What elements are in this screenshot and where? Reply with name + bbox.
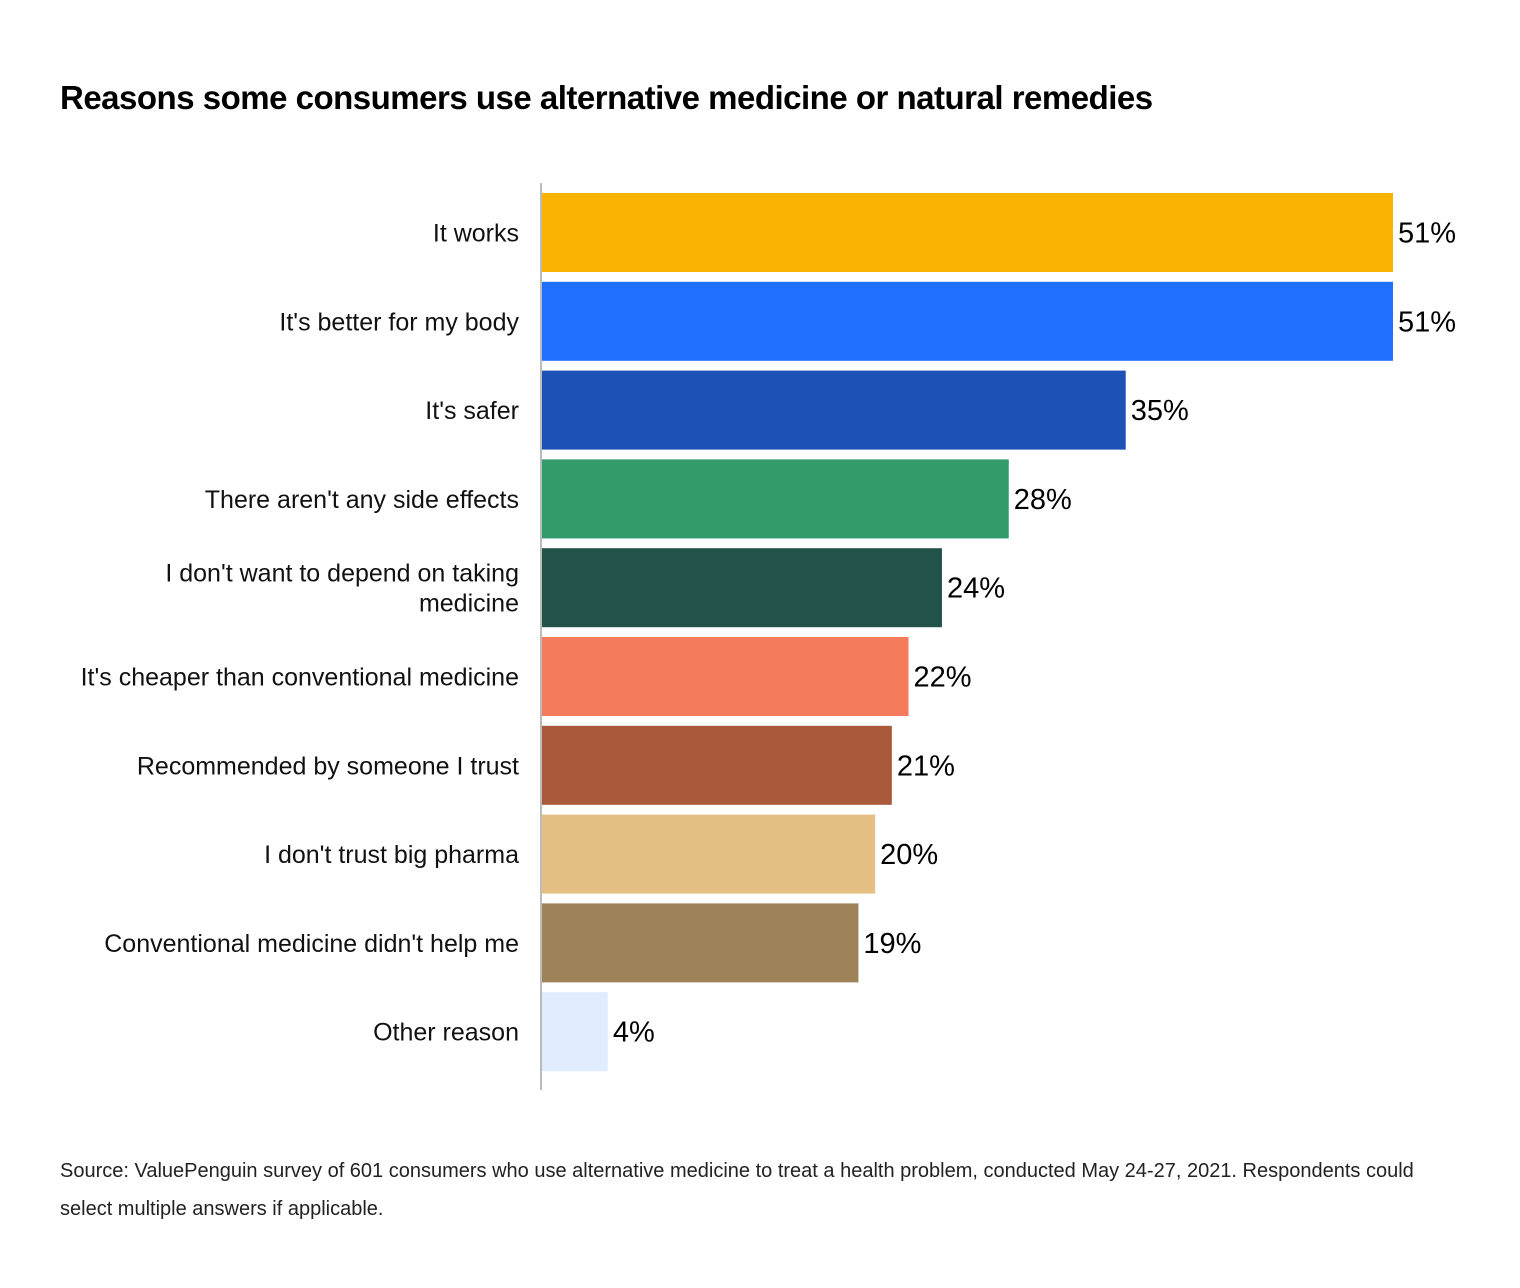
value-labels: 51% 51% 35% 28% 24% 22% 21% 20% 19% 4% [613,218,1456,1049]
value-label: 22% [914,662,972,694]
bar-3 [541,370,1126,450]
bars-group [541,193,1393,1072]
bar-9 [541,903,859,983]
bar-2 [541,281,1393,361]
category-label: It works [433,220,519,248]
category-label: Other reason [373,1019,519,1047]
category-label: I don't want to depend on taking medicine [165,560,519,618]
category-label: It's safer [425,397,519,425]
category-labels: It works It's better for my body It's safe… [81,220,520,1047]
category-label: I don't trust big pharma [264,841,519,869]
value-label: 21% [897,750,955,782]
value-label: 28% [1014,484,1072,516]
value-label: 4% [613,1017,655,1049]
value-label: 24% [947,573,1005,605]
bar-7 [541,725,892,805]
chart-title: Reasons some consumers use alternative m… [60,79,1153,116]
bar-6 [541,637,909,716]
category-label: There aren't any side effects [205,486,519,514]
category-label: Recommended by someone I trust [137,752,519,780]
value-label: 19% [863,928,921,960]
value-label: 35% [1131,395,1189,427]
category-label: Conventional medicine didn't help me [104,930,519,958]
value-label: 51% [1398,218,1456,250]
source-note: Source: ValuePenguin survey of 601 consu… [60,1160,1414,1220]
category-label: It's better for my body [279,308,519,336]
bar-5 [541,548,942,628]
value-label: 20% [880,839,938,871]
bar-8 [541,814,876,894]
bar-4 [541,459,1009,539]
bar-1 [541,193,1393,272]
bar-10 [541,992,608,1072]
value-label: 51% [1398,306,1456,338]
category-label: It's cheaper than conventional medicine [81,664,519,692]
